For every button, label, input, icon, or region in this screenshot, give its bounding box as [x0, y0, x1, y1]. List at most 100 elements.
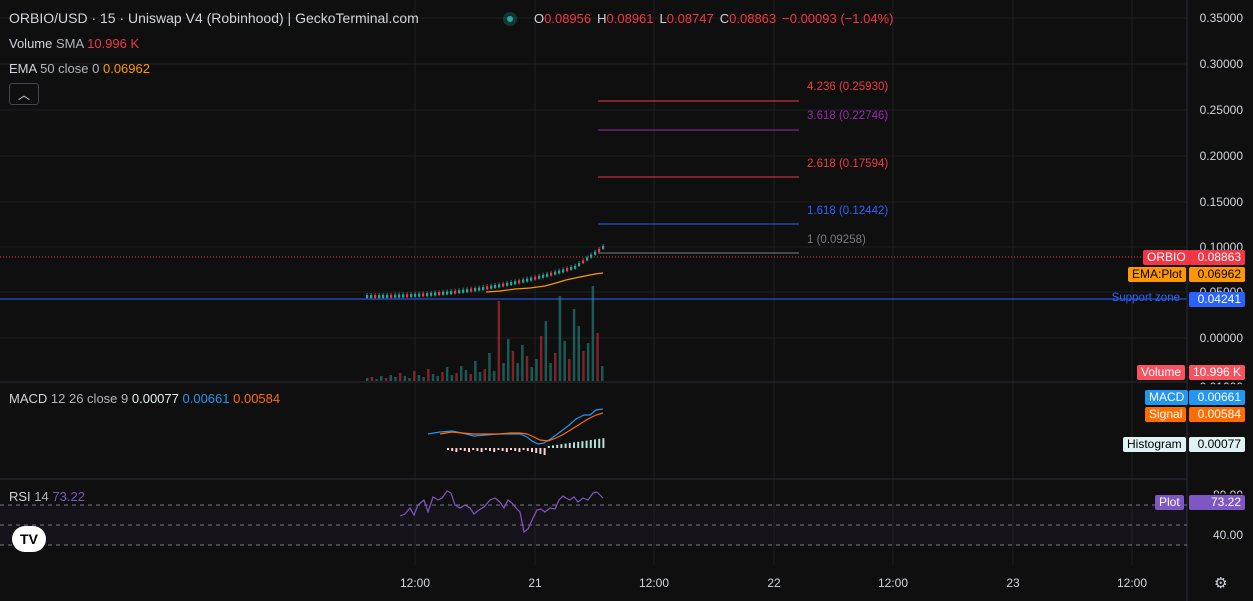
- histogram-badge-name: Histogram: [1123, 437, 1186, 452]
- volume-bar: [408, 378, 411, 381]
- price-tick: 0.30000: [1199, 57, 1243, 71]
- volume-bar: [525, 356, 529, 381]
- volume-bar: [530, 367, 533, 381]
- volume-bar: [507, 339, 510, 381]
- macd-hist-bar: [564, 443, 567, 448]
- time-tick: 12:00: [877, 576, 909, 590]
- macd-legend[interactable]: MACD 12 26 close 9 0.00077 0.00661 0.005…: [9, 391, 280, 406]
- volume-bar: [431, 374, 435, 381]
- volume-bar: [591, 286, 595, 381]
- volume-bar: [601, 366, 604, 381]
- volume-legend-ma: SMA: [56, 36, 84, 51]
- volume-bar: [413, 371, 416, 381]
- price-tick: 0.00000: [1199, 331, 1243, 345]
- macd-hist-bar: [489, 448, 491, 451]
- volume-bar: [389, 375, 392, 381]
- macd-hist-bar: [602, 438, 605, 448]
- ema-legend-params: 50 close 0: [40, 61, 100, 76]
- macd-hist-bar: [585, 440, 588, 448]
- rsi-legend-name: RSI: [9, 489, 31, 504]
- macd-hist-bar: [573, 442, 575, 448]
- volume-bar: [417, 375, 421, 381]
- volume-bar: [398, 373, 402, 381]
- macd-hist-bar: [476, 448, 479, 451]
- chevron-up-icon: ︿: [17, 87, 30, 102]
- macd-hist-bar: [539, 448, 542, 454]
- volume-bar: [572, 309, 576, 381]
- ema-line: [485, 272, 604, 293]
- symbol-title: ORBIO/USD · 15 · Uniswap V4 (Robinhood) …: [9, 10, 419, 26]
- price-tick: 0.25000: [1199, 103, 1243, 117]
- volume-legend-value: 10.996 K: [87, 36, 140, 51]
- volume-bars: [366, 286, 604, 381]
- signal-badge-value: 0.00584: [1189, 407, 1245, 422]
- price-candles: [366, 243, 605, 299]
- market-status-icon[interactable]: [503, 12, 517, 26]
- volume-legend[interactable]: Volume SMA 10.996 K: [9, 36, 139, 51]
- volume-bar: [427, 369, 430, 381]
- volume-bar: [450, 375, 454, 381]
- macd-hist-bar: [497, 448, 500, 450]
- macd-legend-name: MACD: [9, 391, 48, 406]
- price-tick: 0.35000: [1199, 11, 1243, 25]
- volume-bar: [596, 333, 599, 381]
- macd-signal-line: [439, 412, 604, 442]
- macd-hist-bar: [459, 448, 462, 450]
- fib-label-3618: 3.618 (0.22746): [807, 110, 889, 122]
- rsi-badge-value: 73.22: [1189, 495, 1245, 510]
- ema-legend[interactable]: EMA 50 close 0 0.06962: [9, 61, 150, 76]
- macd-legend-macd: 0.00661: [182, 391, 230, 406]
- macd-hist-bar: [514, 448, 517, 451]
- time-tick: 12:00: [399, 576, 431, 590]
- volume-bar: [464, 370, 468, 381]
- volume-bar: [544, 321, 548, 381]
- gear-icon[interactable]: ⚙: [1214, 575, 1228, 592]
- volume-bar: [492, 371, 496, 381]
- ohlc-values: O0.08956 H0.08961 L0.08747 C0.08863 −0.00093…: [534, 11, 899, 26]
- fibonacci-extension[interactable]: [598, 100, 799, 254]
- volume-bar: [441, 372, 444, 381]
- orbio-badge-value: 0.08863: [1189, 250, 1245, 265]
- macd-hist-bar: [510, 448, 512, 450]
- orbio-badge-name: ORBIO: [1143, 250, 1190, 265]
- open-label: O: [534, 11, 545, 26]
- volume-bar: [384, 378, 388, 381]
- time-tick: 12:00: [638, 576, 670, 590]
- volume-badge-name: Volume: [1137, 365, 1186, 380]
- rsi-legend[interactable]: RSI 14 73.22: [9, 489, 85, 504]
- price-change: −0.00093 (−1.04%): [782, 11, 894, 26]
- high-value: 0.08961: [606, 11, 654, 26]
- symbol-legend[interactable]: ORBIO/USD · 15 · Uniswap V4 (Robinhood) …: [9, 10, 419, 26]
- macd-legend-hist: 0.00077: [131, 391, 179, 406]
- volume-bar: [586, 343, 590, 381]
- volume-bar: [502, 363, 505, 381]
- volume-legend-name: Volume: [9, 36, 53, 51]
- volume-bar: [568, 359, 571, 381]
- volume-bar: [497, 301, 501, 381]
- macd-hist-bar: [484, 448, 487, 450]
- rsi-badge-name: Plot: [1155, 495, 1184, 510]
- volume-bar: [539, 336, 543, 381]
- macd-hist-bar: [560, 444, 563, 448]
- volume-bar: [535, 359, 538, 381]
- macd-hist-bar: [468, 448, 470, 452]
- volume-bar: [370, 377, 374, 381]
- macd-line: [427, 408, 604, 445]
- volume-bar: [445, 367, 449, 381]
- collapse-legend-button[interactable]: ︿: [9, 83, 39, 105]
- macd-hist-bar: [552, 445, 554, 448]
- volume-bar: [558, 296, 562, 381]
- support-zone-label: Support zone: [1111, 292, 1180, 304]
- time-tick: 21: [528, 576, 542, 590]
- volume-bar: [380, 376, 383, 381]
- macd-hist-bar: [480, 448, 483, 452]
- volume-bar: [516, 363, 519, 381]
- volume-bar: [460, 366, 463, 381]
- open-value: 0.08956: [544, 11, 592, 26]
- time-tick: 23: [1006, 576, 1020, 590]
- time-tick: 22: [767, 576, 781, 590]
- tradingview-logo-icon[interactable]: TV: [12, 526, 46, 552]
- volume-bar: [478, 372, 482, 381]
- macd-histogram: [447, 438, 605, 455]
